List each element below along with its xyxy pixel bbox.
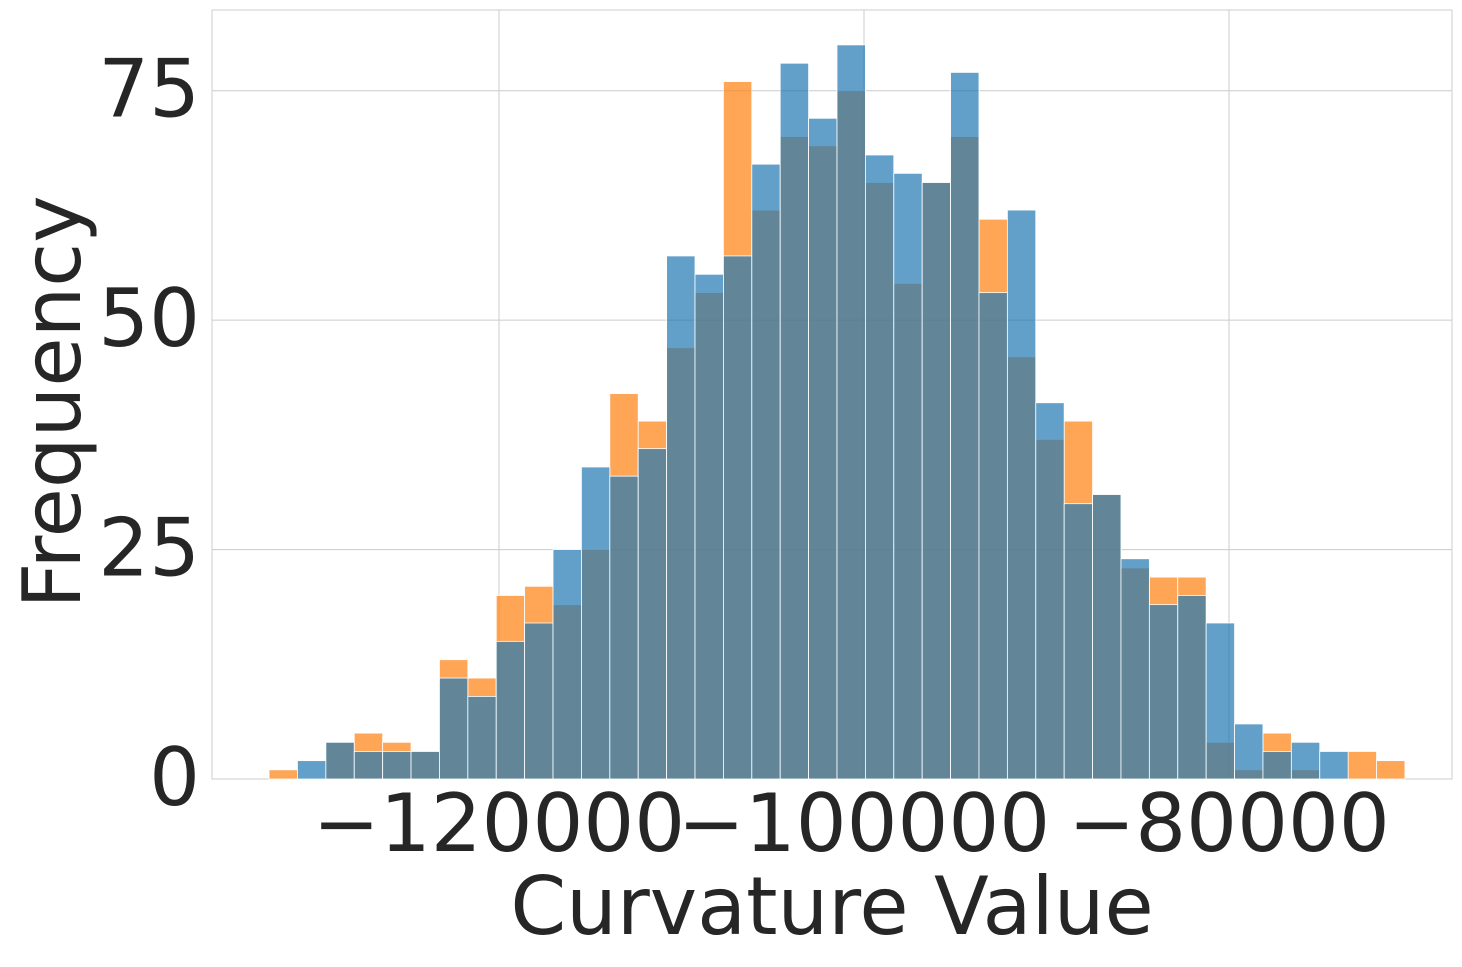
histogram-bar [978,292,1008,780]
y-tick-label: 75 [98,43,200,136]
x-tick-label: −120000 [313,777,685,870]
histogram-bar [382,751,412,780]
histogram-bar [723,255,753,780]
histogram-bar [353,751,384,780]
y-tick-label: 25 [98,502,200,595]
histogram-bar [581,466,611,780]
histogram-bar [864,154,895,780]
histogram-bar [297,760,327,780]
histogram-bar [893,172,923,780]
histogram-bar [410,751,440,780]
y-tick-label: 50 [98,272,200,365]
histogram-bar [694,273,724,780]
histogram-bar [950,72,980,780]
histogram-bar [1006,209,1037,780]
histogram-bar [1035,402,1065,780]
histogram-bar [439,677,469,780]
histogram-bar [495,640,526,780]
histogram-bar [1234,723,1264,780]
histogram-bar [325,741,355,780]
histogram-bar [1148,604,1179,780]
histogram-bar [1347,751,1377,780]
histogram-bar [552,549,582,780]
histogram-bar [1376,760,1406,780]
histogram-bar [751,163,781,780]
histogram-bar [666,255,696,780]
histogram-bar [921,182,951,780]
histogram-bar [467,696,497,780]
histogram-bar [808,117,838,780]
histogram-bar [1177,595,1207,780]
histogram-bar [268,769,298,780]
x-tick-label: −80000 [1068,777,1390,870]
x-axis-label: Curvature Value [510,860,1153,953]
y-axis-label: Frequency [6,195,99,608]
histogram-bar [637,448,668,780]
x-tick-label: −100000 [678,777,1050,870]
histogram-bar [836,44,866,780]
histogram-bar [524,622,554,780]
histogram-bar [609,475,639,780]
histogram-bar [779,62,809,780]
histogram-bar [1092,494,1122,780]
histogram-bar [1205,622,1235,780]
histogram-bar [1319,751,1349,780]
histogram-bar [1290,741,1321,780]
histogram-bar [1120,558,1150,780]
histogram-bar [1262,751,1292,780]
y-tick-label: 0 [149,731,200,824]
histogram-bar [1063,503,1093,780]
